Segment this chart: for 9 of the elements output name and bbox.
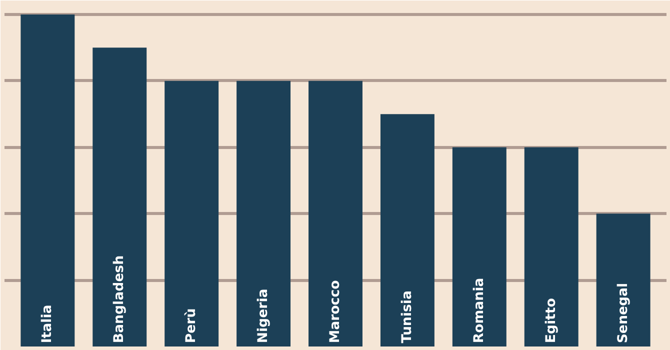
- x-tick-label: Senegal: [616, 282, 631, 344]
- x-tick-label: Tunisia: [400, 290, 415, 344]
- x-tick-label: Romania: [472, 278, 487, 344]
- x-tick-label: Italia: [40, 304, 56, 344]
- x-tick-label: Bangladesh: [112, 255, 128, 344]
- x-tick-label: Egitto: [544, 298, 559, 344]
- x-tick-label: Marocco: [328, 280, 343, 344]
- x-tick-label: Nigeria: [256, 288, 272, 344]
- x-tick-label: Perù: [184, 308, 200, 344]
